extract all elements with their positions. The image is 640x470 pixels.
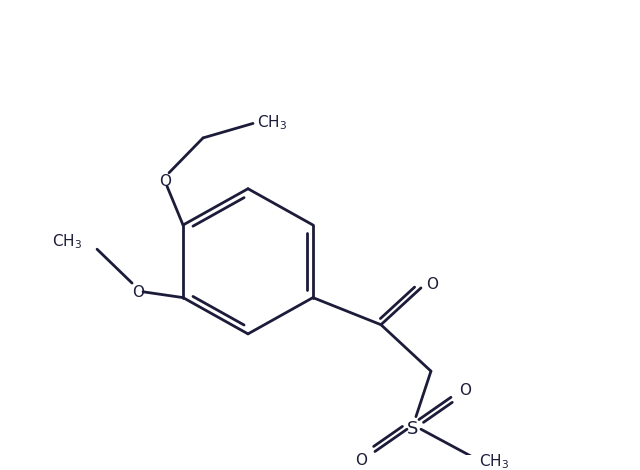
Text: O: O — [159, 174, 171, 189]
Text: O: O — [355, 453, 367, 468]
Text: O: O — [426, 276, 438, 291]
Text: O: O — [132, 285, 144, 300]
Text: CH$_3$: CH$_3$ — [52, 232, 82, 251]
Text: CH$_3$: CH$_3$ — [479, 453, 509, 470]
Text: CH$_3$: CH$_3$ — [257, 113, 287, 132]
Text: S: S — [407, 420, 419, 438]
Text: O: O — [459, 383, 471, 398]
